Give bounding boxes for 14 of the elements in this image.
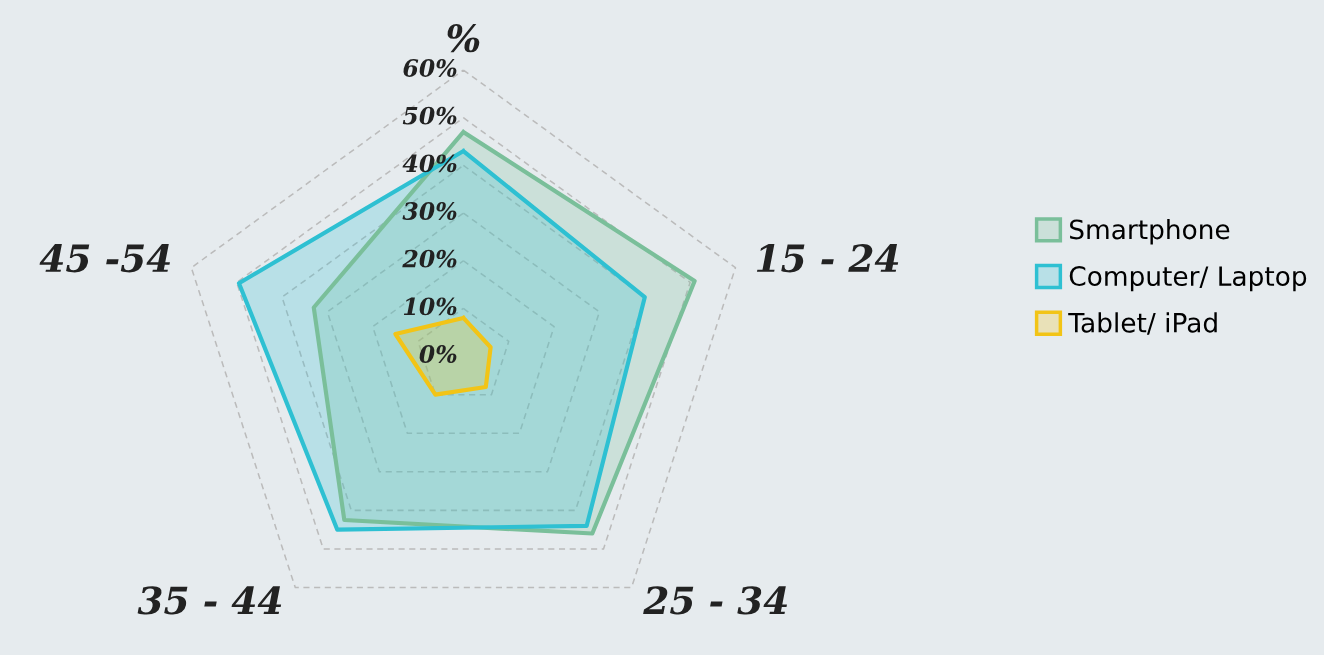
spoke-label: 25 - 34 xyxy=(643,586,787,615)
spoke-label: % xyxy=(447,23,480,53)
y-tick-label: 50% xyxy=(402,106,457,125)
spoke-label: 45 -54 xyxy=(39,244,170,273)
y-tick-label: 20% xyxy=(402,249,457,268)
legend-label: Smartphone xyxy=(1070,218,1230,245)
spoke-label: 15 - 24 xyxy=(756,244,899,273)
spoke-label: 35 - 44 xyxy=(137,586,282,615)
y-tick-label: 0% xyxy=(419,345,457,363)
legend-label: Computer/ Laptop xyxy=(1069,266,1307,292)
y-tick-label: 30% xyxy=(402,202,457,220)
legend-label: Tablet/ iPad xyxy=(1068,312,1217,335)
y-tick-label: 60% xyxy=(403,59,457,77)
y-tick-label: 10% xyxy=(403,297,457,316)
